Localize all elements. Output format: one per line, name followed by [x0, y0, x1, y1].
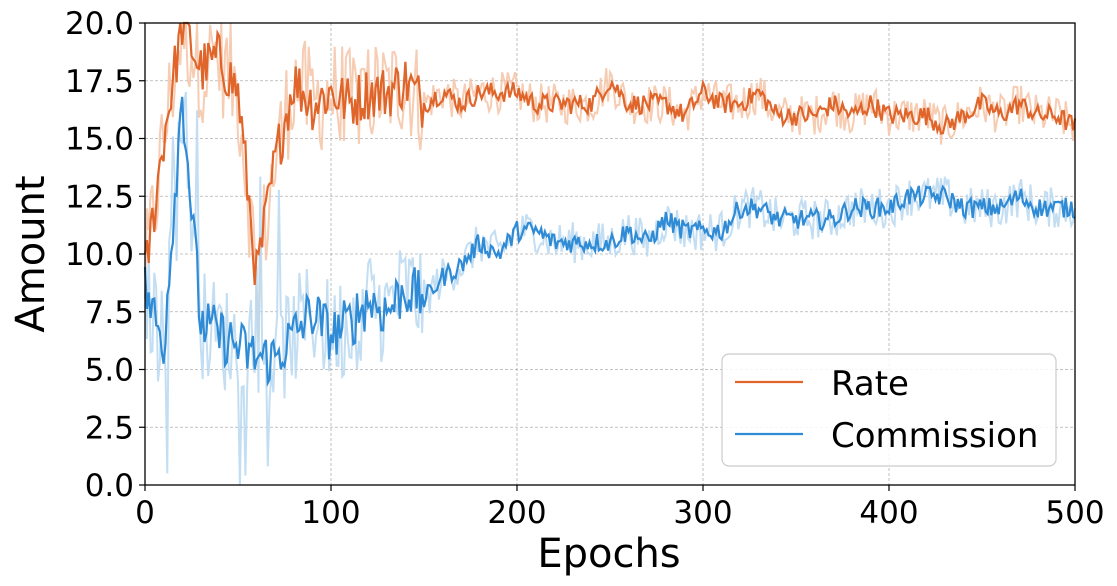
series-raw-line-rate	[144, 22, 1076, 342]
x-tick-label: 200	[487, 495, 546, 531]
y-tick-label: 17.5	[65, 64, 134, 100]
x-tick-label: 400	[859, 495, 918, 531]
y-tick-label: 10.0	[65, 237, 134, 273]
legend: Rate Commission	[721, 353, 1057, 467]
y-tick-label: 0.0	[85, 468, 134, 504]
y-tick-label: 20.0	[65, 6, 134, 42]
x-axis-title: Epochs	[537, 531, 680, 577]
y-tick-label: 15.0	[65, 122, 134, 158]
series-line-rate	[143, 21, 1077, 285]
legend-label-rate: Rate	[831, 364, 909, 404]
y-tick-label: 5.0	[85, 353, 134, 389]
x-tick-label: 300	[673, 495, 732, 531]
x-tick-label: 0	[135, 495, 155, 531]
series-line-commission	[143, 96, 1076, 388]
x-axis-ticks: 0 100 200 300 400 500	[135, 485, 1105, 531]
legend-box	[721, 353, 1057, 467]
y-tick-label: 12.5	[65, 179, 134, 215]
legend-label-commission: Commission	[831, 416, 1038, 456]
smoothed-series-lines	[143, 21, 1077, 388]
x-tick-label: 500	[1045, 495, 1104, 531]
x-tick-label: 100	[301, 495, 360, 531]
y-tick-label: 2.5	[85, 410, 134, 446]
y-axis-title: Amount	[8, 175, 54, 332]
y-axis-ticks: 0.0 2.5 5.0 7.5 10.0 12.5 15.0 17.5 20.0	[65, 6, 145, 504]
y-tick-label: 7.5	[85, 295, 134, 331]
